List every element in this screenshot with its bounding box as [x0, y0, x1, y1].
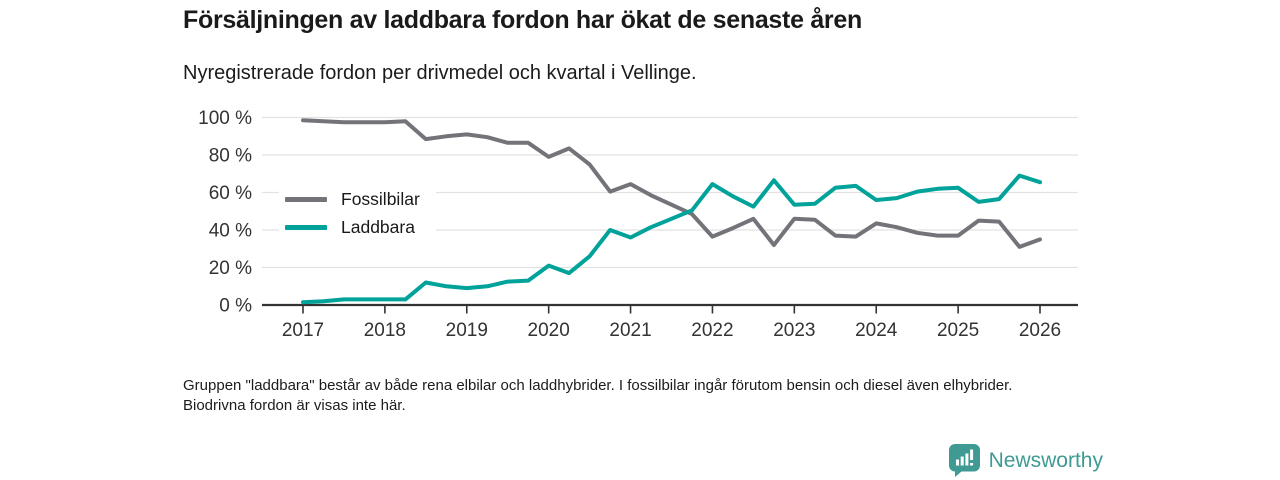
x-axis-label: 2017 — [282, 320, 324, 341]
fossilbilar-line-swatch — [285, 197, 327, 202]
legend-item-laddbara: Laddbara — [285, 215, 420, 240]
laddbara-line-swatch — [285, 225, 327, 230]
x-axis-label: 2023 — [773, 320, 815, 341]
newsworthy-logo: Newsworthy — [948, 444, 1103, 477]
y-axis-label: 80 % — [209, 146, 252, 167]
line-fossilbilar — [301, 118, 1042, 249]
x-axis-label: 2021 — [609, 320, 651, 341]
newsworthy-bar-chart-bubble-icon — [948, 444, 980, 477]
x-axis-label: 2026 — [1019, 320, 1061, 341]
x-axis-label: 2022 — [691, 320, 733, 341]
x-axis-label: 2025 — [937, 320, 979, 341]
page-title: Försäljningen av laddbara fordon har öka… — [183, 6, 862, 34]
y-axis-label: 20 % — [209, 258, 252, 279]
x-axis-label: 2018 — [364, 320, 406, 341]
y-axis-label: 60 % — [209, 183, 252, 204]
x-axis-label: 2019 — [446, 320, 488, 341]
legend-label: Fossilbilar — [341, 189, 420, 209]
legend-item-fossilbilar: Fossilbilar — [285, 187, 420, 212]
chart-footnote: Gruppen "laddbara" består av både rena e… — [183, 377, 1013, 414]
x-axis-label: 2024 — [855, 320, 898, 341]
chart-subtitle: Nyregistrerade fordon per drivmedel och … — [183, 62, 697, 84]
newsworthy-wordmark: Newsworthy — [988, 448, 1103, 472]
chart-legend: Fossilbilar Laddbara — [279, 184, 436, 245]
legend-label: Laddbara — [341, 217, 415, 237]
line-laddbara — [301, 173, 1042, 305]
y-axis-label: 0 % — [219, 296, 252, 317]
x-axis-label: 2020 — [528, 320, 570, 341]
y-axis-label: 40 % — [209, 221, 252, 242]
y-axis-label: 100 % — [198, 108, 252, 129]
